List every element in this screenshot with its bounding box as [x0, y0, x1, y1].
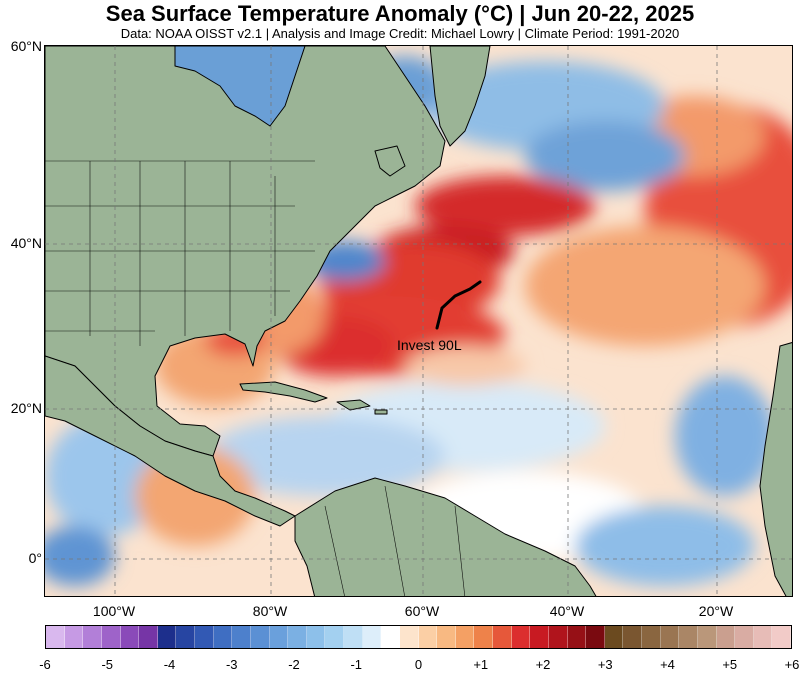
colorbar-tick-label: -6: [39, 657, 51, 672]
invest-90l-label: Invest 90L: [397, 337, 462, 353]
colorbar-tick-label: -5: [101, 657, 114, 672]
sst-anomaly-map: Invest 90L: [44, 45, 793, 597]
colorbar-swatch: [46, 626, 65, 648]
colorbar-swatch: [101, 626, 121, 648]
colorbar-swatch: [176, 626, 195, 648]
colorbar-legend: [45, 625, 792, 649]
colorbar-swatch: [623, 626, 642, 648]
colorbar-swatch: [250, 626, 270, 648]
lon-label-80w: 80°W: [252, 603, 288, 619]
map-subtitle: Data: NOAA OISST v2.1 | Analysis and Ima…: [120, 26, 680, 41]
map-title: Sea Surface Temperature Anomaly (°C) | J…: [105, 1, 695, 26]
colorbar-tick-label: +3: [597, 657, 613, 672]
colorbar-swatch: [530, 626, 549, 648]
lat-label-40n: 40°N: [10, 235, 42, 251]
map-canvas: Invest 90L: [45, 46, 792, 596]
colorbar-tick-label: +2: [535, 657, 551, 672]
colorbar-swatch: [269, 626, 289, 648]
lon-label-60w: 60°W: [404, 603, 440, 619]
invest-90l-track: [435, 280, 482, 330]
colorbar-swatch: [493, 626, 512, 648]
colorbar-swatch: [344, 626, 363, 648]
colorbar-swatch: [418, 626, 438, 648]
colorbar-swatch: [474, 626, 493, 648]
colorbar-swatch: [213, 626, 233, 648]
colorbar-tick-label: 0: [414, 657, 423, 672]
colorbar-tick-label: +1: [473, 657, 489, 672]
colorbar-tick-label: -2: [288, 657, 300, 672]
colorbar-swatch: [381, 626, 400, 648]
lon-label-20w: 20°W: [698, 603, 734, 619]
colorbar-swatch: [64, 626, 84, 648]
colorbar-swatch: [455, 626, 475, 648]
colorbar-swatch: [660, 626, 680, 648]
colorbar-swatch: [604, 626, 624, 648]
lat-label-60n: 60°N: [10, 38, 42, 54]
colorbar-swatch: [139, 626, 158, 648]
lat-label-20n: 20°N: [10, 400, 42, 416]
colorbar-swatch: [642, 626, 661, 648]
colorbar-swatch: [325, 626, 344, 648]
lon-label-100w: 100°W: [92, 603, 136, 619]
colorbar-swatch: [567, 626, 587, 648]
colorbar-swatch: [772, 626, 791, 648]
colorbar-swatch: [195, 626, 214, 648]
colorbar-swatch: [679, 626, 698, 648]
colorbar-swatch: [362, 626, 382, 648]
colorbar-swatch: [511, 626, 531, 648]
colorbar-tick-label: +4: [660, 657, 675, 672]
colorbar-swatch: [306, 626, 326, 648]
lat-label-0: 0°: [28, 550, 42, 566]
colorbar-swatch: [399, 626, 419, 648]
lon-label-40w: 40°W: [549, 603, 585, 619]
colorbar-swatch: [716, 626, 736, 648]
graticule: [45, 46, 792, 596]
colorbar-swatch: [232, 626, 251, 648]
colorbar-tick-label: -1: [350, 657, 363, 672]
colorbar-swatch: [120, 626, 140, 648]
colorbar-tick-label: -4: [163, 657, 176, 672]
colorbar-swatch: [437, 626, 456, 648]
colorbar-swatch: [157, 626, 177, 648]
colorbar-tick-label: +5: [722, 657, 738, 672]
colorbar-swatch: [735, 626, 754, 648]
colorbar-swatch: [83, 626, 102, 648]
colorbar-tick-label: -3: [225, 657, 238, 672]
political-borders: [45, 160, 466, 596]
colorbar-swatch: [548, 626, 568, 648]
colorbar-swatch: [586, 626, 605, 648]
colorbar-swatch: [697, 626, 717, 648]
colorbar-swatch: [753, 626, 773, 648]
colorbar-swatch: [288, 626, 307, 648]
colorbar-tick-label: +6: [784, 657, 800, 672]
